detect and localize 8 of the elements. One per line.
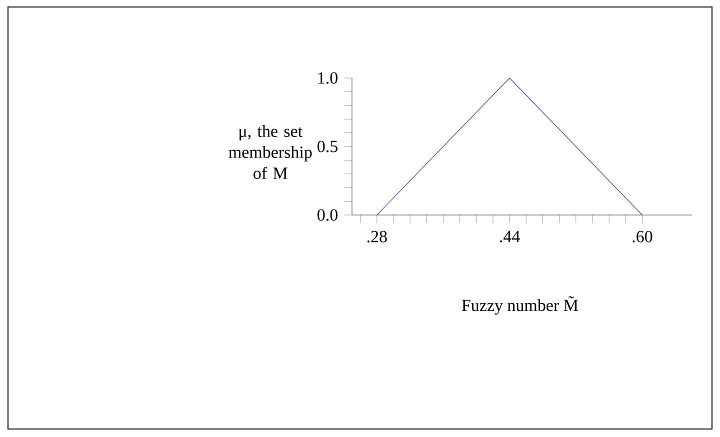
x-axis-title: Fuzzy number M̃	[462, 296, 578, 315]
y-tick-label: 1.0	[318, 72, 338, 84]
x-tick-label: .28	[367, 230, 387, 242]
y-axis-title: μ, the set membership of M	[228, 125, 312, 179]
x-tick-label: .44	[500, 230, 520, 242]
y-tick-label: 0.5	[318, 140, 338, 152]
x-tick-label: .60	[632, 230, 652, 242]
y-tick-label: 0.0	[318, 209, 338, 221]
